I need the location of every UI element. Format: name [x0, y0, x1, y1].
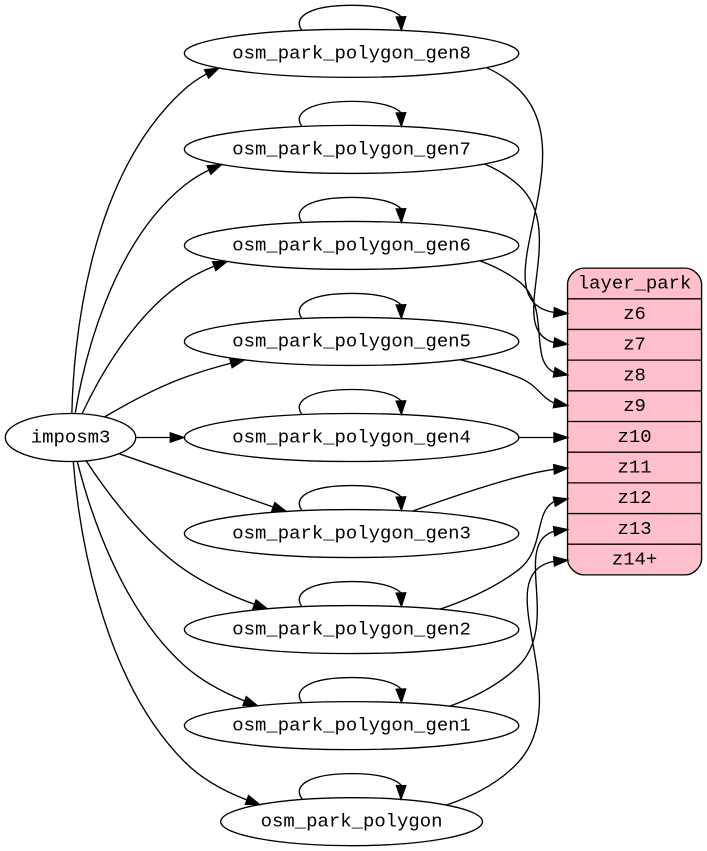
svg-text:osm_park_polygon_gen3: osm_park_polygon_gen3 [232, 523, 471, 545]
svg-text:z7: z7 [623, 334, 646, 356]
svg-text:z11: z11 [618, 457, 652, 479]
svg-text:osm_park_polygon_gen2: osm_park_polygon_gen2 [232, 619, 471, 641]
svg-text:layer_park: layer_park [578, 272, 692, 294]
svg-text:osm_park_polygon_gen6: osm_park_polygon_gen6 [232, 234, 471, 256]
svg-text:z14+: z14+ [612, 549, 657, 571]
svg-text:z10: z10 [618, 426, 652, 448]
svg-text:osm_park_polygon_gen7: osm_park_polygon_gen7 [232, 138, 471, 160]
svg-text:osm_park_polygon_gen8: osm_park_polygon_gen8 [232, 42, 471, 64]
svg-text:z12: z12 [618, 487, 652, 509]
svg-text:z13: z13 [618, 518, 652, 540]
svg-text:osm_park_polygon_gen5: osm_park_polygon_gen5 [232, 331, 471, 353]
svg-text:osm_park_polygon: osm_park_polygon [261, 811, 443, 833]
svg-text:z9: z9 [623, 395, 646, 417]
svg-text:osm_park_polygon_gen1: osm_park_polygon_gen1 [232, 715, 471, 737]
svg-text:z8: z8 [623, 365, 646, 387]
svg-text:imposm3: imposm3 [31, 427, 111, 449]
svg-text:osm_park_polygon_gen4: osm_park_polygon_gen4 [232, 427, 471, 449]
svg-text:z6: z6 [623, 303, 646, 325]
